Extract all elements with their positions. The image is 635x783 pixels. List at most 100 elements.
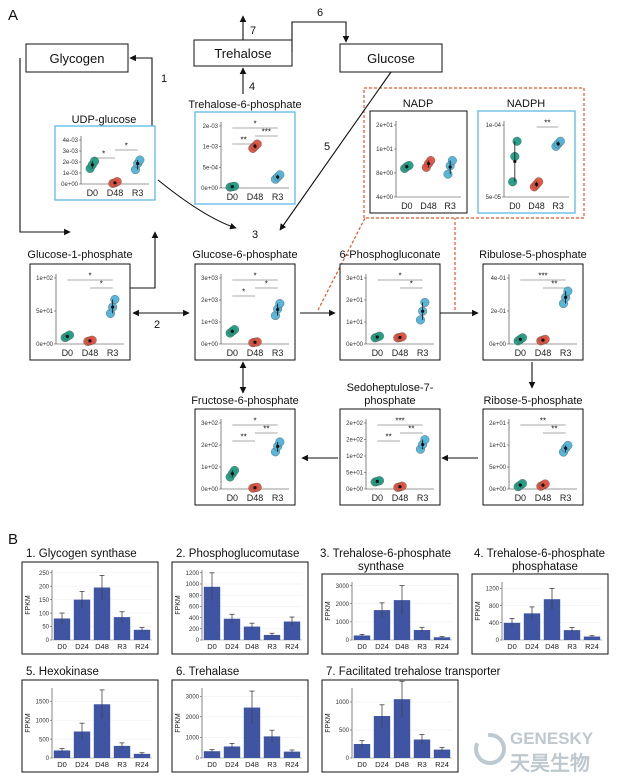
- bar-chart-title: 6. Trehalase: [176, 666, 239, 678]
- x-tick-label: D0: [227, 493, 239, 503]
- mean-point: [534, 182, 539, 186]
- x-tick-label: R3: [117, 642, 127, 651]
- y-tick-label: 100: [39, 611, 50, 617]
- pathway-arrows: [19, 15, 536, 462]
- y-tick-label: 1200: [186, 571, 200, 577]
- x-tick-label: D0: [372, 348, 384, 358]
- arrow-number-6: 6: [317, 7, 323, 19]
- plot-title: Glucose-1-phosphate: [27, 249, 132, 261]
- y-tick-label: 1e-03: [203, 145, 219, 151]
- mean-point: [421, 309, 425, 313]
- data-point: [508, 177, 518, 187]
- bar: [373, 610, 391, 640]
- sig-label: **: [241, 136, 247, 145]
- y-axis-label: FPKM: [175, 595, 182, 615]
- bar: [563, 630, 581, 640]
- y-tick-label: 2e-03: [203, 124, 219, 130]
- bar: [543, 599, 561, 640]
- sig-label: **: [241, 433, 247, 442]
- sig-label: *: [125, 142, 128, 151]
- x-tick-label: D48: [95, 642, 109, 651]
- plot-title: Trehalose-6-phosphate: [188, 99, 301, 111]
- y-tick-label: 2e-03: [63, 160, 79, 166]
- sig-label: **: [540, 417, 546, 426]
- bar: [113, 617, 131, 640]
- arrow-number-5: 5: [324, 141, 330, 153]
- data-point: [252, 337, 262, 347]
- y-tick-label: 1000: [36, 718, 50, 724]
- node-glycogen-label: Glycogen: [50, 51, 105, 66]
- mean-point: [88, 339, 92, 343]
- mean-point: [518, 337, 522, 341]
- y-tick-label: 0: [46, 638, 50, 644]
- x-tick-label: D0: [509, 201, 521, 211]
- bar: [113, 745, 131, 758]
- y-tick-label: 2e+02: [201, 443, 219, 449]
- x-tick-label: D0: [227, 348, 239, 358]
- mean-point: [564, 446, 568, 450]
- y-tick-label: 200: [39, 584, 50, 590]
- bar-chart-ftt: 7. Facilitated trehalose transporter FPKM…: [321, 666, 501, 773]
- plot-title: 6-Phosphogluconate: [340, 249, 441, 261]
- x-tick-label: R24: [285, 760, 299, 769]
- mean-point: [113, 181, 117, 185]
- y-tick-label: 4e+00: [376, 195, 394, 201]
- sig-label: *: [102, 150, 105, 159]
- mean-point: [513, 159, 517, 164]
- x-tick-label: R3: [417, 642, 427, 651]
- y-tick-label: 0e+00: [61, 182, 79, 188]
- mean-point: [276, 307, 280, 312]
- plot-title: Ribulose-5-phosphate: [479, 249, 587, 261]
- y-tick-label: 500: [39, 737, 50, 743]
- x-tick-label: R3: [132, 188, 144, 198]
- y-tick-label: 250: [39, 571, 50, 577]
- y-axis-label: FPKM: [25, 713, 32, 733]
- x-tick-label: D0: [515, 348, 527, 358]
- bar-chart-title: 4. Trehalose-6-phosphate: [474, 548, 605, 560]
- y-tick-label: 3e+01: [346, 276, 364, 282]
- node-glucose-label: Glucose: [367, 51, 415, 66]
- y-tick-label: 5e+01: [36, 309, 54, 315]
- x-tick-label: R24: [135, 642, 149, 651]
- x-tick-label: D48: [395, 760, 409, 769]
- sig-label: *: [100, 280, 103, 289]
- plot-nadp: NADP 4e+00 8e+00 1e+01 2e+01 D0 D48 R3: [369, 98, 468, 214]
- bar: [353, 744, 371, 758]
- sig-label: **: [551, 425, 557, 434]
- x-tick-label: R24: [585, 642, 599, 651]
- data-point: [512, 136, 522, 146]
- x-tick-label: R3: [417, 760, 427, 769]
- bar-chart-title: 5. Hexokinase: [26, 666, 99, 678]
- y-tick-label: 500: [339, 728, 350, 734]
- y-tick-label: 0e+00: [489, 342, 507, 348]
- x-tick-label: D24: [75, 760, 89, 769]
- sig-label: *: [253, 417, 256, 426]
- y-tick-label: 3e+03: [201, 276, 219, 282]
- y-tick-label: 0: [46, 756, 50, 762]
- y-tick-label: 2000: [336, 602, 350, 608]
- sig-label: **: [544, 119, 550, 128]
- y-tick-label: 1e+02: [346, 454, 364, 460]
- y-tick-label: 600: [189, 605, 200, 611]
- x-tick-label: D48: [420, 201, 437, 211]
- x-tick-label: D48: [247, 493, 264, 503]
- x-tick-label: D48: [82, 348, 99, 358]
- plot-title: phosphate: [364, 395, 415, 407]
- y-tick-label: 2e-01: [491, 309, 507, 315]
- bar-chart-title: 1. Glycogen synthase: [26, 548, 137, 560]
- y-tick-label: 3000: [336, 584, 350, 590]
- bar-chart-title: 3. Trehalose-6-phosphate: [320, 548, 451, 560]
- sig-label: **: [263, 425, 269, 434]
- bar: [203, 751, 221, 758]
- x-tick-label: D48: [528, 201, 545, 211]
- x-tick-label: D48: [245, 760, 259, 769]
- mean-point: [556, 142, 560, 146]
- sig-label: **: [408, 425, 414, 434]
- bar: [263, 736, 281, 758]
- mean-point: [276, 175, 280, 179]
- x-tick-label: D0: [57, 760, 67, 769]
- bar: [353, 635, 371, 640]
- data-point: [443, 169, 453, 179]
- y-tick-label: 8e+00: [376, 171, 394, 177]
